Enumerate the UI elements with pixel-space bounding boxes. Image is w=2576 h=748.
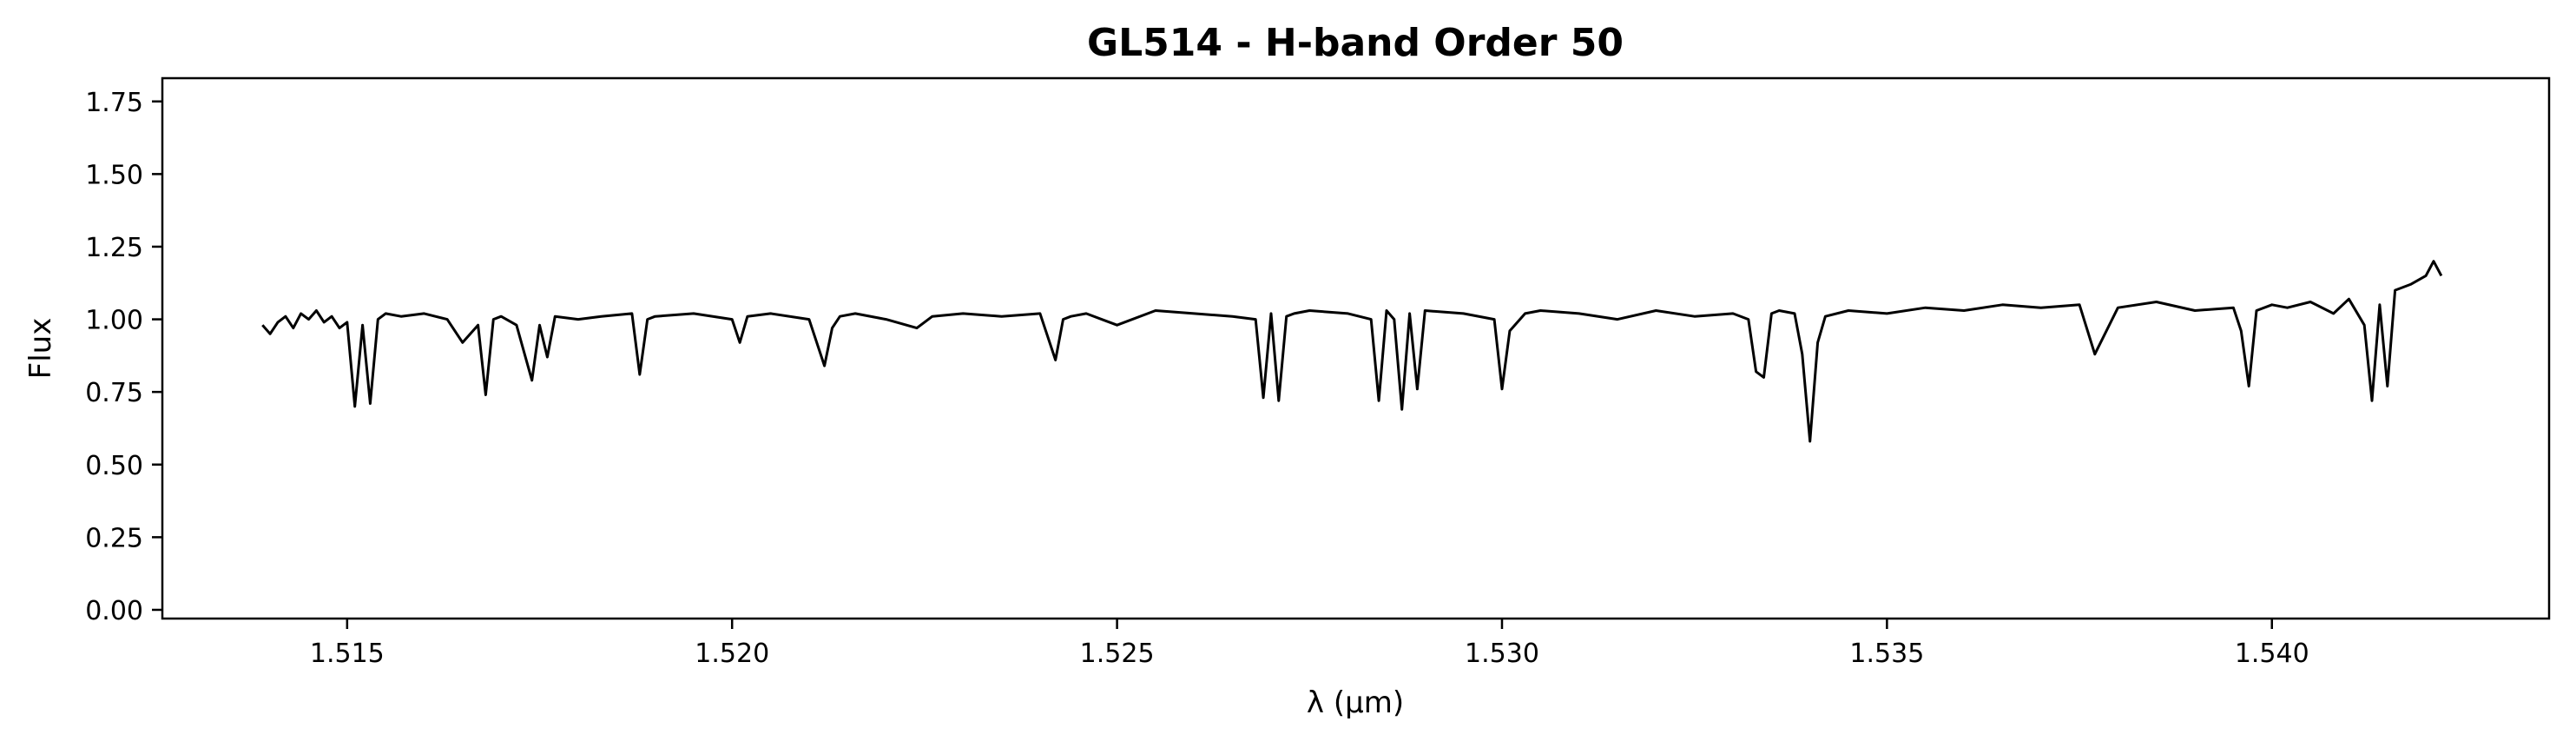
y-tick-label: 0.75 bbox=[85, 378, 143, 408]
y-axis: 0.00 0.25 0.50 0.75 1.00 1.25 1.50 1.75 bbox=[85, 88, 162, 626]
x-tick-label: 1.540 bbox=[2235, 639, 2309, 669]
y-tick-label: 1.25 bbox=[85, 233, 143, 263]
x-tick-label: 1.520 bbox=[695, 639, 769, 669]
y-tick-label: 0.00 bbox=[85, 596, 143, 626]
y-tick-label: 1.75 bbox=[85, 88, 143, 118]
x-tick-label: 1.515 bbox=[310, 639, 385, 669]
y-tick-label: 0.25 bbox=[85, 523, 143, 553]
y-tick-label: 1.00 bbox=[85, 306, 143, 336]
x-tick-label: 1.535 bbox=[1849, 639, 1924, 669]
chart-title: GL514 - H-band Order 50 bbox=[1087, 21, 1624, 65]
x-tick-label: 1.525 bbox=[1080, 639, 1155, 669]
x-axis-label: λ (μm) bbox=[1307, 685, 1404, 720]
y-tick-label: 0.50 bbox=[85, 451, 143, 481]
y-axis-label: Flux bbox=[23, 318, 58, 380]
spectrum-line bbox=[261, 260, 2443, 443]
y-tick-label: 1.50 bbox=[85, 160, 143, 190]
x-tick-label: 1.530 bbox=[1465, 639, 1539, 669]
x-axis: 1.515 1.520 1.525 1.530 1.535 1.540 bbox=[310, 619, 2309, 669]
plot-frame bbox=[161, 76, 2551, 620]
